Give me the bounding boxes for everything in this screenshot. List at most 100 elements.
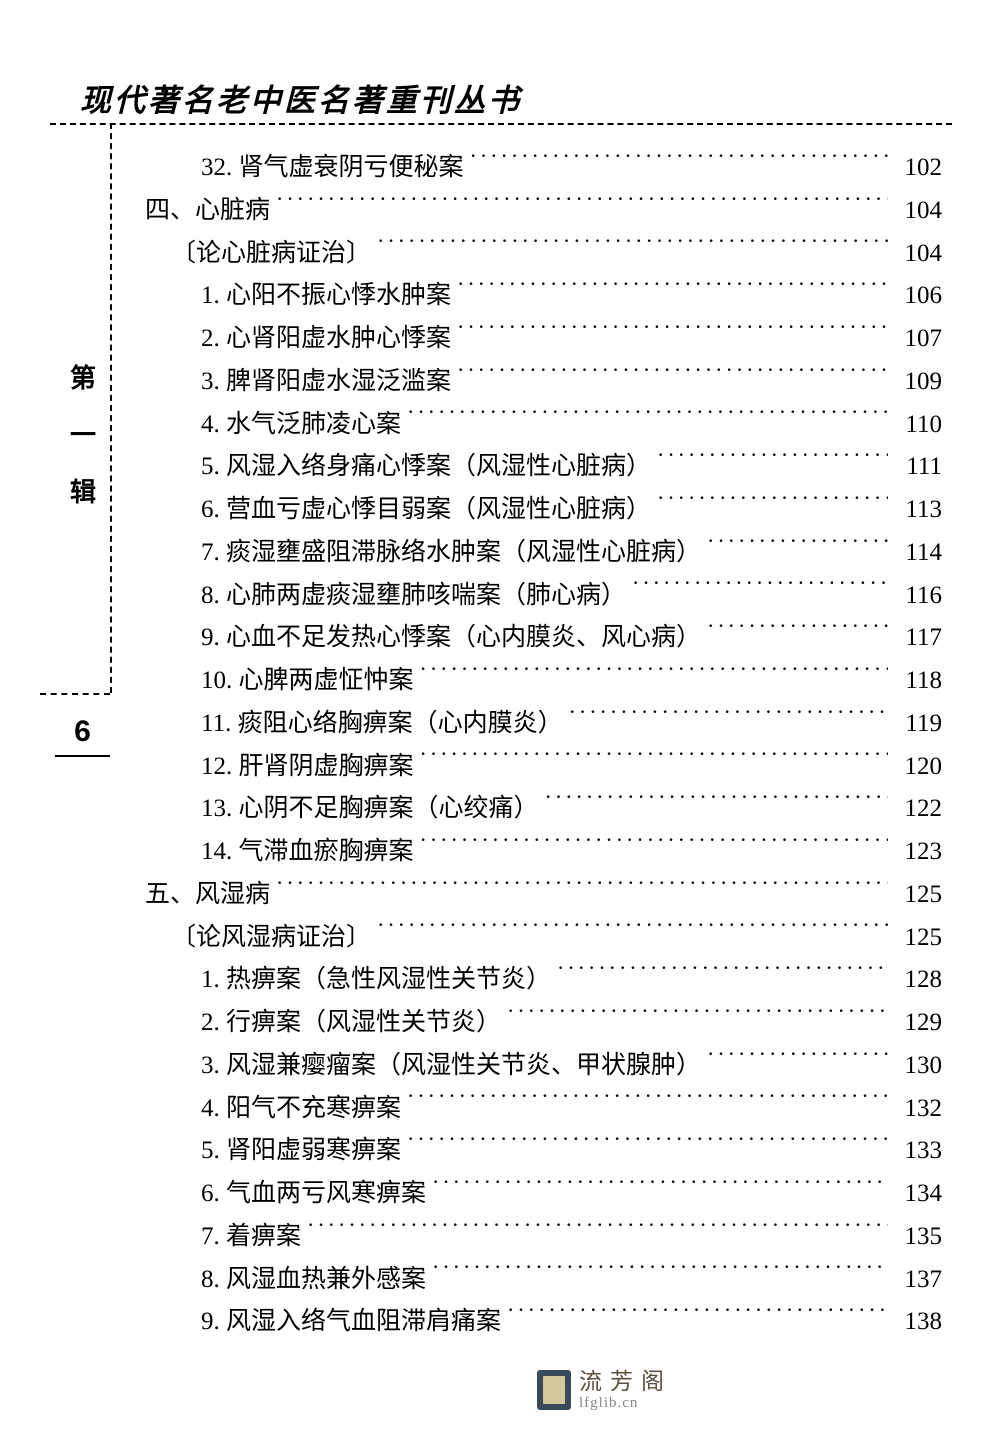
toc-entry-page: 102: [894, 149, 942, 188]
toc-leader-dots: [377, 915, 888, 945]
footer-site-en: lfglib.cn: [579, 1395, 672, 1412]
toc-entry: 12. 肝肾阴虚胸痹案 120: [145, 744, 942, 787]
toc-entry-page: 135: [894, 1218, 942, 1257]
toc-entry-title: 12. 肝肾阴虚胸痹案: [201, 748, 414, 787]
toc-leader-dots: [707, 530, 888, 560]
toc-leader-dots: [407, 402, 888, 432]
toc-entry: 3. 脾肾阳虚水湿泛滥案109: [145, 359, 942, 402]
toc-leader-dots: [407, 1086, 888, 1116]
toc-entry: 7. 着痹案 135: [145, 1214, 942, 1257]
toc-leader-dots: [507, 1000, 888, 1030]
toc-entry: 4. 水气泛肺凌心案 110: [145, 402, 942, 445]
toc-entry-page: 123: [894, 833, 942, 872]
toc-entry: 11. 痰阻心络胸痹案（心内膜炎） 119: [145, 701, 942, 744]
toc-entry-page: 120: [894, 748, 942, 787]
toc-entry-page: 128: [894, 961, 942, 1000]
volume-char-2: 一: [68, 407, 98, 464]
toc-entry-page: 129: [894, 1004, 942, 1043]
toc-entry-page: 132: [894, 1090, 942, 1129]
toc-entry-title: 四、心脏病: [145, 192, 270, 231]
toc-entry: 9. 风湿入络气血阻滞肩痛案 138: [145, 1299, 942, 1342]
toc-entry-page: 107: [894, 320, 942, 359]
toc-entry: 3. 风湿兼瘿瘤案（风湿性关节炎、甲状腺肿） 130: [145, 1043, 942, 1086]
toc-entry: 13. 心阴不足胸痹案（心绞痛） 122: [145, 786, 942, 829]
toc-entry-page: 111: [894, 448, 942, 487]
footer-site-cn: 流芳阁: [579, 1369, 672, 1394]
toc-entry-page: 104: [894, 192, 942, 231]
toc-leader-dots: [420, 829, 888, 859]
footer-watermark: 流芳阁 lfglib.cn: [537, 1369, 672, 1411]
toc-entry: 〔论风湿病证治〕125: [145, 915, 942, 958]
toc-entry: 14. 气滞血瘀胸痹案123: [145, 829, 942, 872]
toc-leader-dots: [420, 658, 888, 688]
toc-leader-dots: [377, 231, 888, 261]
toc-leader-dots: [276, 188, 888, 218]
toc-entry: 1. 心阳不振心悸水肿案 106: [145, 273, 942, 316]
toc-entry-page: 133: [894, 1132, 942, 1171]
toc-entry-page: 114: [894, 534, 942, 573]
toc-entry: 6. 营血亏虚心悸目弱案（风湿性心脏病） 113: [145, 487, 942, 530]
toc-leader-dots: [276, 872, 888, 902]
toc-entry-title: 7. 痰湿壅盛阻滞脉络水肿案（风湿性心脏病）: [201, 534, 701, 573]
toc-leader-dots: [457, 359, 888, 389]
toc-entry: 〔论心脏病证治〕104: [145, 231, 942, 274]
volume-char-3: 辑: [68, 464, 98, 521]
toc-entry: 8. 风湿血热兼外感案 137: [145, 1257, 942, 1300]
toc-entry-page: 109: [894, 363, 942, 402]
toc-entry: 9. 心血不足发热心悸案（心内膜炎、风心病） 117: [145, 615, 942, 658]
toc-entry-page: 119: [894, 705, 942, 744]
toc-entry-title: 〔论风湿病证治〕: [171, 919, 371, 958]
toc-entry-title: 8. 风湿血热兼外感案: [201, 1261, 426, 1300]
toc-entry: 2. 行痹案（风湿性关节炎） 129: [145, 1000, 942, 1043]
volume-label: 第 一 辑: [68, 350, 98, 522]
footer-logo-icon: [537, 1370, 571, 1410]
toc-entry-title: 4. 阳气不充寒痹案: [201, 1090, 401, 1129]
toc-entry: 32. 肾气虚衰阴亏便秘案 102: [145, 145, 942, 188]
toc-entry-page: 137: [894, 1261, 942, 1300]
toc-entry-title: 1. 心阳不振心悸水肿案: [201, 277, 451, 316]
toc-entry-title: 6. 营血亏虚心悸目弱案（风湿性心脏病）: [201, 491, 651, 530]
toc-leader-dots: [545, 786, 888, 816]
toc-entry: 10. 心脾两虚怔忡案 118: [145, 658, 942, 701]
toc-entry-title: 5. 风湿入络身痛心悸案（风湿性心脏病）: [201, 448, 651, 487]
toc-leader-dots: [707, 615, 888, 645]
toc-entry-page: 125: [894, 876, 942, 915]
toc-entry-page: 106: [894, 277, 942, 316]
border-left-dashed: [110, 123, 112, 693]
border-top-dashed: [50, 123, 952, 125]
toc-entry-page: 138: [894, 1303, 942, 1342]
toc-entry-page: 110: [894, 406, 942, 445]
toc-entry: 1. 热痹案（急性风湿性关节炎）128: [145, 957, 942, 1000]
toc-entry-title: 3. 风湿兼瘿瘤案（风湿性关节炎、甲状腺肿）: [201, 1047, 701, 1086]
toc-entry-page: 113: [894, 491, 942, 530]
toc-entry-title: 32. 肾气虚衰阴亏便秘案: [201, 149, 464, 188]
toc-entry-page: 118: [894, 662, 942, 701]
toc-entry-title: 10. 心脾两虚怔忡案: [201, 662, 414, 701]
toc-entry-title: 9. 风湿入络气血阻滞肩痛案: [201, 1303, 501, 1342]
toc-entry-title: 7. 着痹案: [201, 1218, 301, 1257]
toc-entry-page: 122: [894, 790, 942, 829]
toc-leader-dots: [569, 701, 888, 731]
toc-entry-title: 五、风湿病: [145, 876, 270, 915]
toc-leader-dots: [557, 957, 888, 987]
toc-leader-dots: [432, 1257, 888, 1287]
toc-entry: 2. 心肾阳虚水肿心悸案107: [145, 316, 942, 359]
toc-entry-title: 2. 行痹案（风湿性关节炎）: [201, 1004, 501, 1043]
toc-entry-title: 4. 水气泛肺凌心案: [201, 406, 401, 445]
toc-leader-dots: [657, 444, 888, 474]
volume-char-1: 第: [68, 350, 98, 407]
toc-entry: 4. 阳气不充寒痹案 132: [145, 1086, 942, 1129]
footer-text: 流芳阁 lfglib.cn: [579, 1369, 672, 1411]
toc-entry-page: 130: [894, 1047, 942, 1086]
toc-entry-page: 116: [894, 577, 942, 616]
toc-entry-title: 9. 心血不足发热心悸案（心内膜炎、风心病）: [201, 619, 701, 658]
toc-leader-dots: [707, 1043, 888, 1073]
toc-content: 32. 肾气虚衰阴亏便秘案 102 四、心脏病 104〔论心脏病证治〕1041. 心阳…: [145, 145, 942, 1342]
toc-entry: 8. 心肺两虚痰湿壅肺咳喘案（肺心病）116: [145, 573, 942, 616]
toc-entry-title: 11. 痰阻心络胸痹案（心内膜炎）: [201, 705, 563, 744]
toc-entry-title: 13. 心阴不足胸痹案（心绞痛）: [201, 790, 539, 829]
toc-entry: 5. 肾阳虚弱寒痹案 133: [145, 1128, 942, 1171]
toc-entry-page: 104: [894, 235, 942, 274]
toc-entry-page: 117: [894, 619, 942, 658]
toc-entry-title: 5. 肾阳虚弱寒痹案: [201, 1132, 401, 1171]
